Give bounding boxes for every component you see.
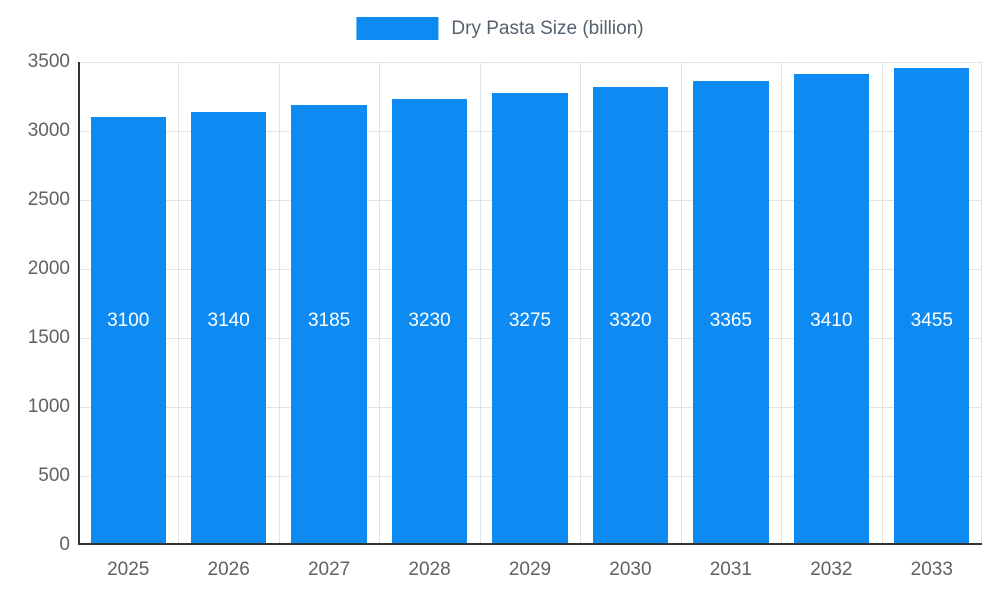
v-gridline <box>680 62 682 545</box>
bar: 3230 <box>391 99 468 545</box>
x-tick-label: 2026 <box>207 559 250 580</box>
y-tick-label: 500 <box>38 465 70 486</box>
y-tick-label: 2000 <box>27 258 70 279</box>
x-tick-label: 2025 <box>107 559 150 580</box>
v-gridline <box>981 62 982 545</box>
bar-value-label: 3455 <box>910 310 953 332</box>
bar-value-label: 3185 <box>307 310 351 332</box>
v-gridline <box>881 62 883 545</box>
bar: 3275 <box>492 93 568 545</box>
y-axis: 0 500 1000 1500 2000 2500 3000 3500 <box>0 51 70 555</box>
x-tick-label: 2027 <box>307 559 351 580</box>
bar-value-label: 3230 <box>408 310 451 332</box>
legend-title: Dry Pasta Size (billion) <box>451 17 644 39</box>
x-tick-label: 2030 <box>609 559 652 580</box>
bar: 3365 <box>693 80 769 545</box>
v-gridline <box>479 62 481 545</box>
bar-value-label: 3320 <box>609 310 652 332</box>
bar: 3100 <box>90 117 166 545</box>
bar-value-label: 3365 <box>709 310 753 332</box>
x-tick-label: 2029 <box>508 559 552 580</box>
v-gridline <box>580 62 582 545</box>
bar-value-label: 3140 <box>207 310 250 332</box>
x-axis: 2025 2026 2027 2028 2029 2030 2031 2032 2033 <box>78 557 982 587</box>
bar: 3185 <box>291 105 367 545</box>
x-tick-label: 2032 <box>810 559 853 580</box>
y-tick-label: 3500 <box>27 51 70 72</box>
legend-swatch <box>356 17 439 40</box>
bar: 3410 <box>793 74 869 545</box>
plot-area: 3100 3140 3185 3230 3275 3320 3365 3410 3455 <box>78 61 982 545</box>
bar: 3320 <box>592 86 669 545</box>
bar: 3455 <box>894 68 970 545</box>
v-gridline <box>781 62 783 545</box>
chart-legend: Dry Pasta Size (billion) <box>356 17 644 40</box>
y-tick-label: 0 <box>59 534 70 555</box>
x-axis-line <box>78 543 982 545</box>
v-gridline <box>178 62 180 545</box>
y-tick-label: 1500 <box>27 327 70 348</box>
y-tick-label: 1000 <box>27 396 70 417</box>
x-tick-label: 2033 <box>910 559 953 580</box>
x-tick-label: 2031 <box>709 559 753 580</box>
bar-value-label: 3100 <box>107 310 150 332</box>
y-axis-line <box>78 62 80 545</box>
bar-value-label: 3410 <box>810 310 853 332</box>
y-tick-label: 2500 <box>27 189 70 210</box>
h-gridline <box>78 61 982 63</box>
y-tick-label: 3000 <box>27 120 70 141</box>
v-gridline <box>379 62 381 545</box>
bar-value-label: 3275 <box>508 310 552 332</box>
v-gridline <box>278 62 280 545</box>
bar: 3140 <box>191 111 267 545</box>
x-tick-label: 2028 <box>408 559 451 580</box>
